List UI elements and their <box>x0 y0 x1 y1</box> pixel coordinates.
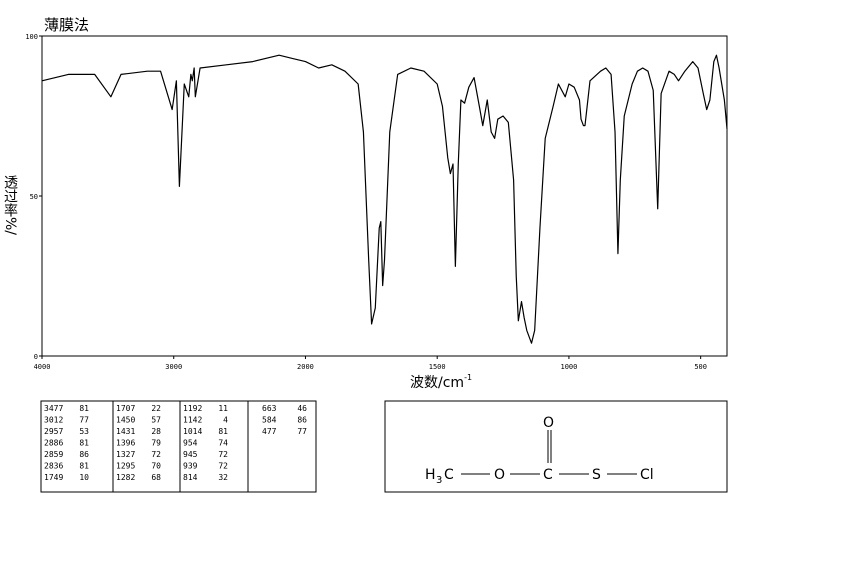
peak-wavenumber: 2859 <box>44 450 63 459</box>
y-tick-label: 50 <box>30 193 38 201</box>
peak-transmittance: 79 <box>151 439 161 448</box>
spectrum-line <box>41 54 728 344</box>
peak-transmittance: 46 <box>297 404 307 413</box>
atom: Cl <box>640 467 654 483</box>
x-tick-label: 2000 <box>297 363 314 371</box>
peak-transmittance: 28 <box>151 427 161 436</box>
peak-transmittance: 72 <box>218 462 228 471</box>
peak-transmittance: 68 <box>151 473 161 482</box>
atom: O <box>543 415 554 431</box>
structure: H 3 C O C O S Cl <box>425 415 654 486</box>
peak-transmittance: 22 <box>151 404 161 413</box>
peak-wavenumber: 814 <box>183 473 198 482</box>
peak-wavenumber: 1450 <box>116 416 135 425</box>
y-tick-label: 0 <box>34 353 38 361</box>
x-tick-label: 1000 <box>560 363 577 371</box>
peak-transmittance: 74 <box>218 439 228 448</box>
peak-wavenumber: 945 <box>183 450 198 459</box>
peak-wavenumber: 477 <box>262 427 277 436</box>
peak-transmittance: 53 <box>79 427 89 436</box>
atom: H <box>425 467 436 483</box>
peak-transmittance: 81 <box>79 462 89 471</box>
peak-wavenumber: 1295 <box>116 462 135 471</box>
peak-transmittance: 86 <box>297 416 307 425</box>
peak-wavenumber: 1282 <box>116 473 135 482</box>
atom: C <box>543 467 553 483</box>
atom: S <box>592 467 601 483</box>
peak-wavenumber: 2957 <box>44 427 63 436</box>
peak-transmittance: 77 <box>79 416 89 425</box>
x-axis-label-sup: -1 <box>464 373 472 382</box>
plot-frame <box>41 35 728 357</box>
peak-transmittance: 81 <box>218 427 228 436</box>
peak-wavenumber: 1707 <box>116 404 135 413</box>
peak-wavenumber: 1327 <box>116 450 135 459</box>
y-axis-label: 透过率%/ <box>2 175 18 235</box>
chart-title: 薄膜法 <box>44 16 89 34</box>
peak-wavenumber: 1142 <box>183 416 202 425</box>
peak-transmittance: 11 <box>218 404 228 413</box>
peak-wavenumber: 1192 <box>183 404 202 413</box>
peak-transmittance: 70 <box>151 462 161 471</box>
peak-wavenumber: 3477 <box>44 404 63 413</box>
peak-wavenumber: 954 <box>183 439 198 448</box>
peak-wavenumber: 939 <box>183 462 198 471</box>
peak-transmittance: 81 <box>79 404 89 413</box>
y-tick-label: 100 <box>25 33 38 41</box>
peak-wavenumber: 2886 <box>44 439 63 448</box>
peak-transmittance: 10 <box>79 473 89 482</box>
atom: C <box>444 467 454 483</box>
peak-wavenumber: 584 <box>262 416 277 425</box>
peak-transmittance: 72 <box>218 450 228 459</box>
x-tick-label: 3000 <box>165 363 182 371</box>
peak-transmittance: 32 <box>218 473 228 482</box>
x-tick-label: 4000 <box>34 363 51 371</box>
peak-wavenumber: 1749 <box>44 473 63 482</box>
peak-transmittance: 81 <box>79 439 89 448</box>
x-tick-label: 500 <box>694 363 707 371</box>
x-axis-label-main: 波数/cm <box>410 375 464 391</box>
peak-wavenumber: 1014 <box>183 427 202 436</box>
peak-wavenumber: 2836 <box>44 462 63 471</box>
atom-subscript: 3 <box>436 475 442 486</box>
peak-transmittance: 4 <box>223 416 228 425</box>
atom: O <box>494 467 505 483</box>
peak-transmittance: 86 <box>79 450 89 459</box>
peak-wavenumber: 3012 <box>44 416 63 425</box>
structure-frame <box>384 400 728 493</box>
x-axis-label: 波数/cm-1 <box>410 373 472 391</box>
peak-wavenumber: 1431 <box>116 427 135 436</box>
peak-transmittance: 77 <box>297 427 307 436</box>
peak-transmittance: 72 <box>151 450 161 459</box>
x-tick-label: 1500 <box>429 363 446 371</box>
peak-wavenumber: 1396 <box>116 439 135 448</box>
peak-transmittance: 57 <box>151 416 161 425</box>
peak-wavenumber: 663 <box>262 404 277 413</box>
peak-table-frame <box>40 400 317 493</box>
